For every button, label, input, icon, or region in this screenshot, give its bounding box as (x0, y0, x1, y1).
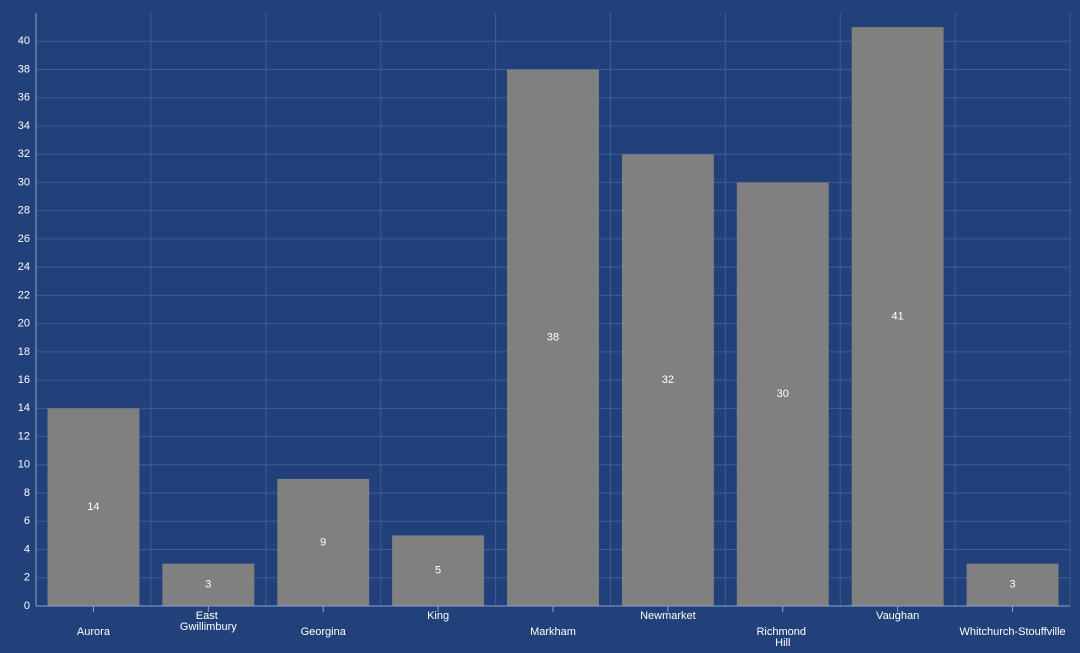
y-tick-label: 20 (18, 318, 30, 330)
value-label: 38 (547, 332, 559, 344)
y-tick-label: 38 (18, 63, 30, 75)
value-label: 41 (892, 310, 904, 322)
y-tick-label: 40 (18, 35, 30, 47)
y-tick-label: 24 (18, 261, 30, 273)
y-tick-label: 16 (18, 374, 30, 386)
bar (966, 563, 1059, 606)
y-tick-label: 4 (24, 543, 30, 555)
bar (621, 154, 714, 606)
bar (162, 563, 255, 606)
bar (507, 69, 599, 606)
value-label: 3 (1009, 579, 1015, 591)
y-tick-label: 10 (18, 459, 30, 471)
value-label: 9 (320, 536, 326, 548)
y-tick-label: 26 (18, 233, 30, 245)
x-tick-label: King (427, 610, 449, 622)
value-label: 3 (205, 579, 211, 591)
y-tick-label: 18 (18, 346, 30, 358)
value-label: 5 (435, 565, 441, 577)
y-tick-label: 6 (24, 515, 30, 527)
bar (851, 27, 944, 607)
x-tick-label: East Gwillimbury (180, 610, 237, 633)
x-tick-label: Aurora (77, 626, 111, 638)
bar (392, 535, 485, 606)
value-label: 30 (777, 388, 789, 400)
y-tick-label: 30 (18, 176, 30, 188)
x-tick-label: Georgina (301, 626, 347, 638)
x-tick-label: Newmarket (640, 610, 696, 622)
x-tick-label: Richmond Hill (756, 626, 809, 649)
y-tick-label: 12 (18, 430, 30, 442)
x-tick-label: Whitchurch-Stouffville (959, 626, 1065, 638)
y-tick-label: 32 (18, 148, 30, 160)
bar (47, 408, 140, 606)
y-tick-label: 34 (18, 120, 30, 132)
y-tick-label: 14 (18, 402, 30, 414)
y-tick-label: 36 (18, 92, 30, 104)
y-tick-label: 0 (24, 600, 30, 612)
value-label: 14 (87, 501, 99, 513)
bar (277, 478, 370, 606)
y-tick-label: 2 (24, 572, 30, 584)
x-tick-label: Markham (530, 626, 576, 638)
y-tick-label: 22 (18, 289, 30, 301)
y-tick-label: 28 (18, 205, 30, 217)
bar (736, 182, 829, 606)
y-tick-label: 8 (24, 487, 30, 499)
x-tick-label: Vaughan (876, 610, 919, 622)
value-label: 32 (662, 374, 674, 386)
